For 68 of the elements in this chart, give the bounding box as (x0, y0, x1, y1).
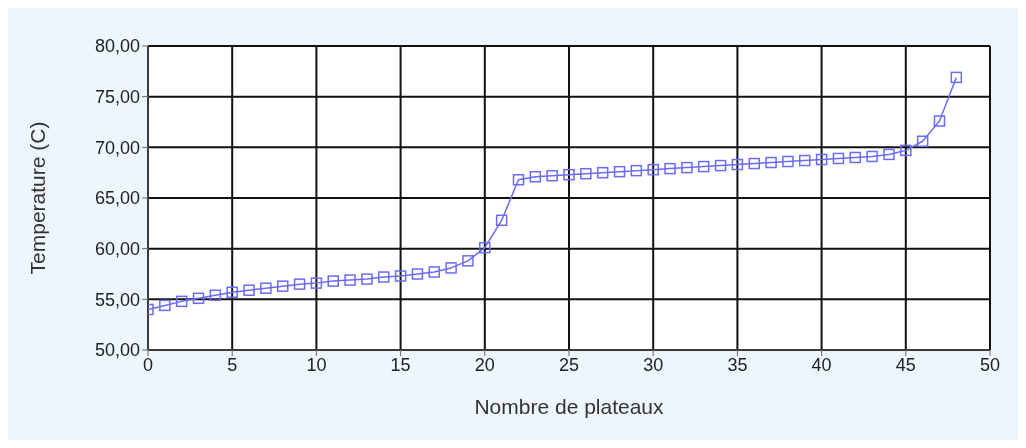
y-tick-label: 75,00 (94, 87, 140, 108)
point (226, 286, 238, 298)
y-tick-label: 80,00 (94, 36, 140, 57)
y-tick-label: 60,00 (94, 239, 140, 260)
point (327, 275, 339, 287)
point (950, 71, 963, 84)
point (361, 273, 373, 285)
point (378, 271, 390, 283)
point (175, 295, 188, 308)
y-tick-label: 65,00 (94, 188, 140, 209)
point (293, 278, 306, 290)
point (159, 299, 171, 312)
point (462, 255, 474, 267)
point (900, 144, 912, 157)
point (883, 148, 895, 161)
point (933, 115, 946, 127)
point (563, 168, 575, 181)
point (546, 169, 558, 182)
y-tick-label: 50,00 (94, 340, 140, 361)
x-tick-label: 15 (390, 354, 411, 375)
point (428, 266, 441, 278)
y-tick-label: 70,00 (94, 137, 140, 158)
point (260, 282, 272, 294)
point (849, 151, 862, 164)
point (681, 161, 693, 174)
x-tick-label: 50 (979, 354, 1001, 375)
point (647, 163, 659, 176)
point (916, 135, 929, 147)
y-axis-title: Temperature (C) (26, 121, 50, 275)
x-tick-label: 45 (895, 354, 916, 375)
point (411, 268, 424, 280)
x-tick-label: 5 (227, 354, 238, 375)
point (209, 289, 222, 302)
point (243, 284, 255, 296)
point (580, 167, 592, 180)
point (782, 155, 794, 168)
point (479, 241, 491, 254)
x-tick-label: 10 (306, 354, 327, 375)
x-tick-label: 0 (142, 354, 154, 375)
point (664, 162, 676, 175)
point (799, 154, 811, 167)
point (276, 280, 289, 292)
point (344, 274, 356, 286)
point (512, 174, 525, 186)
y-tick-label: 55,00 (94, 289, 140, 310)
x-axis-title: Nombre de plateaux (474, 395, 665, 418)
x-tick-label: 25 (558, 354, 580, 375)
x-tick-label: 40 (811, 354, 832, 375)
point (613, 165, 626, 178)
point (445, 262, 457, 274)
point (394, 270, 407, 282)
point (310, 277, 323, 289)
point (192, 292, 205, 305)
x-tick-label: 20 (474, 354, 495, 375)
x-tick-label: 35 (727, 354, 748, 375)
point (748, 157, 760, 170)
point (596, 166, 609, 179)
point (697, 160, 710, 173)
point (815, 153, 828, 166)
point (765, 156, 777, 169)
point (495, 214, 508, 227)
point (731, 158, 744, 171)
point (832, 152, 845, 165)
point (529, 170, 542, 183)
x-tick-label: 30 (643, 354, 664, 375)
point (866, 150, 878, 163)
point (630, 164, 643, 177)
point (714, 159, 727, 172)
